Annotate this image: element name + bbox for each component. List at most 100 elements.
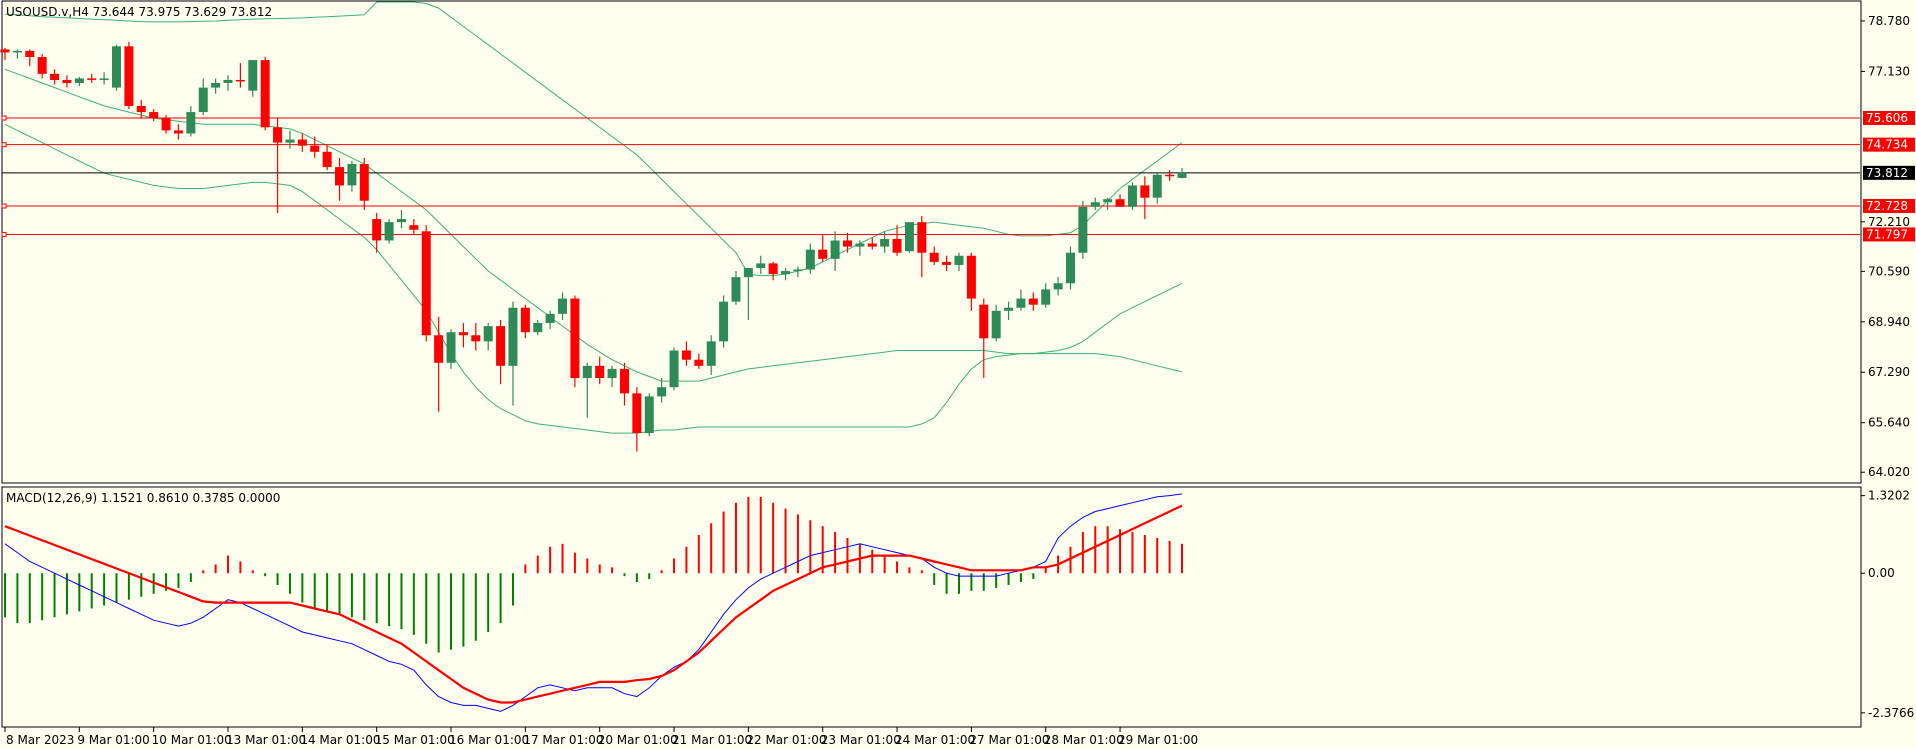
candle-body: [161, 118, 171, 131]
macd-line: [4, 493, 1183, 712]
time-label: 15 Mar 01:00: [375, 733, 455, 747]
candle-body: [830, 240, 840, 259]
candle-body: [0, 49, 10, 53]
level-label: 71.797: [1866, 227, 1908, 241]
candle-body: [1115, 199, 1125, 207]
price-axis: 75.606 74.734 72.728 71.797 73.812 78.780 77.1…: [1861, 14, 1915, 720]
level-anchor: [1, 115, 7, 121]
candle-body: [409, 225, 419, 230]
level-tag: [1863, 227, 1915, 242]
candle-body: [818, 249, 828, 259]
candle-body: [1090, 202, 1100, 207]
candle-body: [62, 79, 72, 84]
candle-body: [211, 83, 221, 88]
price-tick-label: 77.130: [1868, 64, 1910, 78]
candle-body: [607, 368, 617, 379]
price-tick-label: 78.780: [1868, 14, 1910, 28]
candle-body: [347, 164, 357, 186]
time-label: 22 Mar 01:00: [746, 733, 826, 747]
candle-body: [260, 60, 270, 128]
current-price-label: 73.812: [1866, 166, 1908, 180]
candle-body: [768, 263, 778, 275]
level-anchor: [1, 142, 7, 148]
candle-body: [149, 112, 159, 119]
bollinger-upper: [4, 1, 1183, 277]
candle-body: [37, 57, 47, 74]
candle-body: [1152, 174, 1162, 198]
candle-body: [1103, 199, 1113, 203]
candle-body: [929, 252, 939, 262]
candle-body: [1140, 185, 1150, 198]
candle-body: [384, 222, 394, 241]
candle-body: [619, 368, 629, 394]
candle-body: [396, 219, 406, 223]
price-tick-label: 72.210: [1868, 215, 1910, 229]
candle-body: [124, 46, 134, 106]
candle-body: [582, 365, 592, 379]
time-label: 8 Mar 2023: [6, 733, 74, 747]
candle-body: [496, 326, 506, 366]
macd-tick-label: 1.3202: [1868, 489, 1910, 503]
candle-body: [421, 231, 431, 336]
time-strip: [0, 728, 1862, 749]
level-tag: [1863, 198, 1915, 213]
candle-body: [359, 164, 369, 201]
level-label: 74.734: [1866, 138, 1908, 152]
bollinger-middle: [4, 68, 1183, 382]
level-label: 75.606: [1866, 111, 1908, 125]
candle-body: [285, 139, 295, 143]
price-tick-label: 67.290: [1868, 365, 1910, 379]
time-label: 16 Mar 01:00: [449, 733, 529, 747]
candle-body: [12, 50, 22, 53]
candle-body: [942, 261, 952, 265]
candle-body: [273, 127, 283, 143]
candle-body: [1028, 298, 1038, 305]
level-anchor: [1, 231, 7, 237]
macd-tick-label: 0.00: [1868, 566, 1895, 580]
candle-body: [632, 393, 642, 434]
candle-body: [842, 240, 852, 247]
candle-body: [310, 145, 320, 152]
candle-body: [793, 269, 803, 272]
macd-header: MACD(12,26,9) 1.1521 0.8610 0.3785 0.000…: [6, 491, 280, 505]
candle-body: [681, 350, 691, 360]
candle-body: [892, 238, 902, 253]
candle-body: [248, 60, 258, 91]
time-label: 21 Mar 01:00: [672, 733, 752, 747]
candle-body: [74, 78, 84, 84]
candle-body: [904, 222, 914, 252]
bollinger-bands: [4, 1, 1183, 434]
candle-body: [533, 323, 543, 333]
candle-body: [657, 387, 667, 397]
candle-body: [173, 130, 183, 134]
time-label: 28 Mar 01:00: [1044, 733, 1124, 747]
candle-body: [198, 87, 208, 113]
candle-body: [743, 267, 753, 278]
price-panel: [1, 0, 1862, 484]
time-label: 23 Mar 01:00: [821, 733, 901, 747]
candle-body: [99, 78, 109, 80]
candle-body: [558, 298, 568, 314]
candle-body: [1004, 307, 1014, 311]
time-label: 14 Mar 01:00: [300, 733, 380, 747]
candle-body: [434, 335, 444, 363]
candle-body: [1065, 252, 1075, 284]
candle-body: [694, 359, 704, 366]
candle-body: [25, 50, 35, 58]
candle-body: [297, 139, 307, 146]
level-label: 72.728: [1866, 199, 1908, 213]
time-label: 24 Mar 01:00: [895, 733, 975, 747]
candle-body: [223, 79, 233, 84]
time-label: 27 Mar 01:00: [969, 733, 1049, 747]
candle-body: [520, 307, 530, 333]
candle-body: [508, 307, 518, 366]
macd-tick-label: -2.3766: [1868, 706, 1914, 720]
candle-body: [880, 238, 890, 247]
candle-body: [1041, 289, 1051, 305]
time-label: 29 Mar 01:00: [1118, 733, 1198, 747]
candle-body: [136, 105, 146, 113]
candle-body: [954, 255, 964, 265]
candle-body: [756, 263, 766, 268]
candle-body: [855, 243, 865, 247]
